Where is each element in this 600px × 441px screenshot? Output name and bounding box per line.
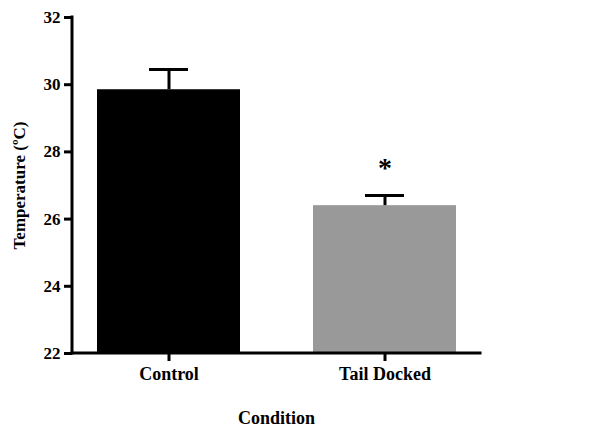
svg-text:26: 26 <box>44 210 61 229</box>
svg-text:22: 22 <box>44 344 61 363</box>
svg-text:Condition: Condition <box>238 408 315 428</box>
svg-text:24: 24 <box>44 277 62 296</box>
svg-text:28: 28 <box>44 142 61 161</box>
svg-text:30: 30 <box>44 75 61 94</box>
svg-text:32: 32 <box>44 8 61 27</box>
svg-text:Temperature (ºC): Temperature (ºC) <box>10 122 29 250</box>
svg-text:Control: Control <box>139 364 199 384</box>
svg-text:Tail Docked: Tail Docked <box>339 364 431 384</box>
svg-text:*: * <box>378 152 392 183</box>
